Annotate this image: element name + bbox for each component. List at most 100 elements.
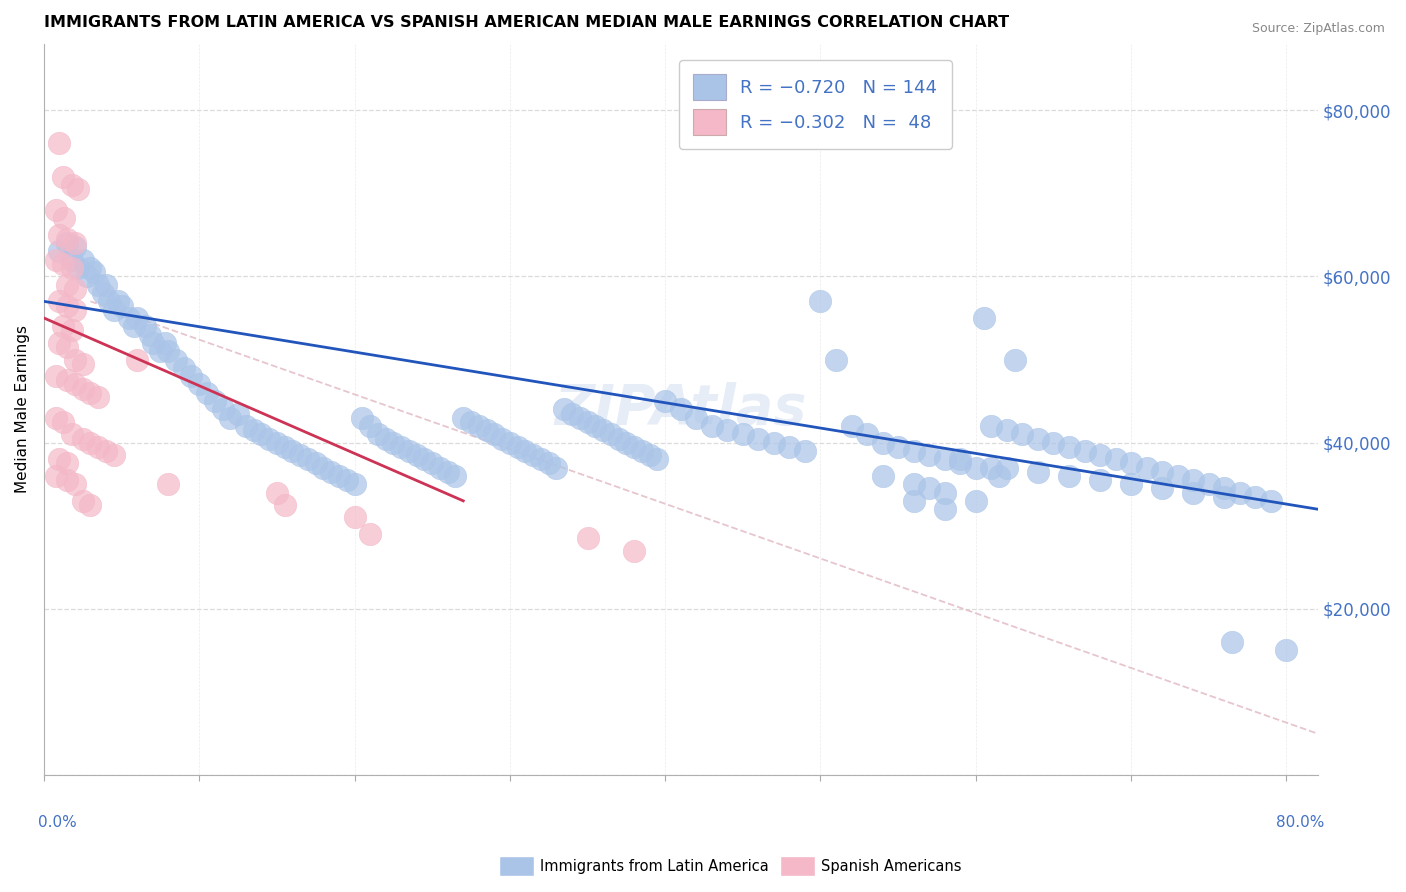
Point <box>91 286 114 301</box>
Point <box>903 477 925 491</box>
Point <box>1220 635 1243 649</box>
Point <box>72 432 94 446</box>
Point <box>1213 482 1236 496</box>
Point <box>398 444 420 458</box>
Point <box>51 415 73 429</box>
Text: 0.0%: 0.0% <box>38 815 76 830</box>
Point <box>79 435 101 450</box>
Point <box>825 352 848 367</box>
Point <box>51 257 73 271</box>
Point <box>576 531 599 545</box>
Point <box>45 252 67 267</box>
Point <box>468 419 491 434</box>
Point <box>731 427 754 442</box>
Point <box>45 202 67 217</box>
Point <box>887 440 910 454</box>
Point <box>56 457 79 471</box>
Point <box>157 344 180 359</box>
Point <box>226 407 249 421</box>
Point <box>149 344 172 359</box>
Point <box>63 477 86 491</box>
Point <box>918 482 941 496</box>
Point <box>1121 477 1143 491</box>
Point <box>56 373 79 387</box>
Point <box>63 240 86 254</box>
Point <box>1057 440 1080 454</box>
Point <box>374 432 396 446</box>
Point <box>63 377 86 392</box>
Point <box>1260 493 1282 508</box>
Point <box>949 457 972 471</box>
Point <box>405 448 427 462</box>
Point <box>266 485 288 500</box>
Point <box>934 485 956 500</box>
Point <box>475 423 498 437</box>
Point <box>103 302 125 317</box>
Point <box>60 252 83 267</box>
Point <box>499 435 522 450</box>
Point <box>67 261 90 276</box>
Point <box>138 327 160 342</box>
Y-axis label: Median Male Earnings: Median Male Earnings <box>15 326 30 493</box>
Point <box>460 415 482 429</box>
Point <box>103 448 125 462</box>
Point <box>56 340 79 354</box>
Point <box>918 448 941 462</box>
Point <box>94 277 117 292</box>
Point <box>281 444 304 458</box>
Point <box>607 432 630 446</box>
Point <box>48 136 70 151</box>
Point <box>63 236 86 251</box>
Point <box>250 427 273 442</box>
Point <box>1088 473 1111 487</box>
Text: Source: ZipAtlas.com: Source: ZipAtlas.com <box>1251 22 1385 36</box>
Point <box>1057 469 1080 483</box>
Point <box>1244 490 1267 504</box>
Point <box>352 410 374 425</box>
Point <box>343 477 366 491</box>
Point <box>1011 427 1033 442</box>
Point <box>568 410 591 425</box>
Point <box>188 377 211 392</box>
Point <box>1213 490 1236 504</box>
Point <box>56 298 79 312</box>
Point <box>87 390 110 404</box>
Point <box>242 423 264 437</box>
Point <box>79 261 101 276</box>
Point <box>700 419 723 434</box>
Point <box>87 440 110 454</box>
Text: Spanish Americans: Spanish Americans <box>821 859 962 873</box>
Point <box>1026 465 1049 479</box>
Point <box>980 460 1002 475</box>
Point <box>122 319 145 334</box>
Point <box>444 469 467 483</box>
Point <box>949 452 972 467</box>
Point <box>328 469 350 483</box>
Point <box>48 452 70 467</box>
Point <box>165 352 187 367</box>
Point <box>546 460 568 475</box>
Point <box>72 382 94 396</box>
Point <box>211 402 233 417</box>
Point <box>1152 465 1174 479</box>
Point <box>56 236 79 251</box>
Point <box>60 178 83 192</box>
Point <box>747 432 769 446</box>
Point <box>107 294 129 309</box>
Point <box>56 232 79 246</box>
Point <box>451 410 474 425</box>
Point <box>413 452 436 467</box>
Point <box>903 444 925 458</box>
Point <box>669 402 692 417</box>
Point <box>506 440 529 454</box>
Point <box>841 419 863 434</box>
Point <box>235 419 257 434</box>
Point <box>436 465 458 479</box>
Point <box>872 435 894 450</box>
Point <box>343 510 366 524</box>
Point <box>1167 469 1189 483</box>
Point <box>288 448 311 462</box>
Point <box>794 444 817 458</box>
Point <box>1275 643 1298 657</box>
Point <box>87 277 110 292</box>
